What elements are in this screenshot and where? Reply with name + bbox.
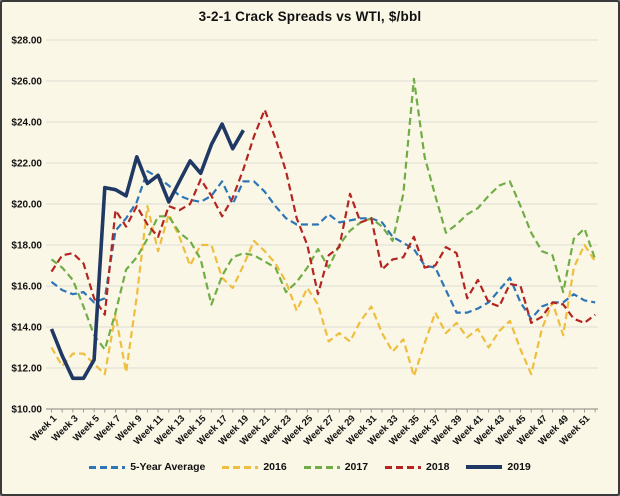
series-line-2018 <box>50 108 596 324</box>
y-axis-label: $18.00 <box>11 241 42 252</box>
y-axis-label: $22.00 <box>11 159 42 170</box>
legend-item-2017: 2017 <box>303 461 369 473</box>
series-line-2019 <box>49 122 245 381</box>
legend-swatch-2016 <box>222 465 259 469</box>
legend-swatch-2018 <box>385 465 422 469</box>
series-line-2017 <box>50 77 597 351</box>
legend-label: 2019 <box>507 461 531 473</box>
legend-item-2016: 2016 <box>222 461 287 473</box>
y-axis-label: $14.00 <box>11 323 42 334</box>
legend-swatch-5-year-average <box>89 465 126 469</box>
legend-swatch-2019 <box>466 465 503 469</box>
legend-item-5-year-average: 5-Year Average <box>89 461 205 473</box>
legend-item-2018: 2018 <box>385 461 449 473</box>
y-axis-label: $20.00 <box>11 200 42 211</box>
series-line-2016 <box>50 205 597 378</box>
legend-item-2019: 2019 <box>466 461 531 473</box>
legend-label: 2018 <box>426 461 450 473</box>
y-axis-label: $16.00 <box>11 282 42 293</box>
legend: 5-Year Average 2016 2017 2018 2019 <box>2 461 618 473</box>
chart-title: 3-2-1 Crack Spreads vs WTI, $/bbl <box>198 9 422 24</box>
legend-label: 2016 <box>263 461 287 473</box>
y-axis-label: $24.00 <box>11 118 42 129</box>
y-axis-label: $26.00 <box>11 77 42 88</box>
y-axis-label: $10.00 <box>11 405 42 416</box>
legend-swatch-2017 <box>303 465 340 469</box>
series-line-5-year-average <box>50 170 596 320</box>
legend-label: 2017 <box>344 461 369 473</box>
y-axis-label: $28.00 <box>11 36 42 47</box>
legend-label: 5-Year Average <box>130 461 206 473</box>
y-axis-label: $12.00 <box>11 364 42 375</box>
